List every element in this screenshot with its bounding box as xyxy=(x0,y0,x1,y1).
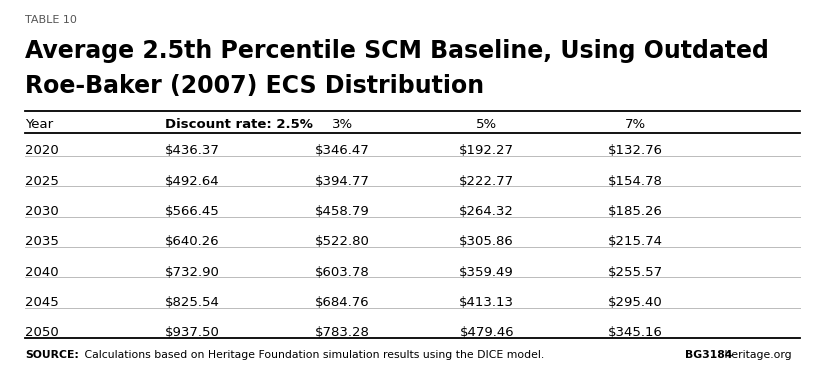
Text: 2040: 2040 xyxy=(25,266,59,279)
Text: $436.37: $436.37 xyxy=(165,144,220,157)
Text: $603.78: $603.78 xyxy=(315,266,370,279)
Text: $185.26: $185.26 xyxy=(608,205,662,218)
Text: Calculations based on Heritage Foundation simulation results using the DICE mode: Calculations based on Heritage Foundatio… xyxy=(81,350,544,360)
Text: $937.50: $937.50 xyxy=(165,326,220,339)
Text: $264.32: $264.32 xyxy=(460,205,514,218)
Text: 7%: 7% xyxy=(625,118,646,131)
Text: TABLE 10: TABLE 10 xyxy=(25,15,77,25)
Text: $154.78: $154.78 xyxy=(608,175,662,188)
Text: $346.47: $346.47 xyxy=(315,144,370,157)
Text: $359.49: $359.49 xyxy=(460,266,514,279)
Text: $305.86: $305.86 xyxy=(460,235,514,248)
Text: SOURCE:: SOURCE: xyxy=(25,350,78,360)
Text: Average 2.5th Percentile SCM Baseline, Using Outdated: Average 2.5th Percentile SCM Baseline, U… xyxy=(25,39,769,63)
Text: Discount rate: 2.5%: Discount rate: 2.5% xyxy=(165,118,313,131)
Text: $255.57: $255.57 xyxy=(608,266,662,279)
Text: $492.64: $492.64 xyxy=(165,175,219,188)
Text: $222.77: $222.77 xyxy=(460,175,514,188)
Text: $215.74: $215.74 xyxy=(608,235,662,248)
Text: 5%: 5% xyxy=(476,118,497,131)
Text: $192.27: $192.27 xyxy=(460,144,514,157)
Text: $132.76: $132.76 xyxy=(608,144,662,157)
Text: $783.28: $783.28 xyxy=(315,326,370,339)
Text: $413.13: $413.13 xyxy=(460,296,514,309)
Text: Year: Year xyxy=(25,118,53,131)
Text: $295.40: $295.40 xyxy=(608,296,662,309)
Text: 2025: 2025 xyxy=(25,175,59,188)
Text: $684.76: $684.76 xyxy=(315,296,370,309)
Text: 2050: 2050 xyxy=(25,326,59,339)
Text: $479.46: $479.46 xyxy=(460,326,514,339)
Text: $825.54: $825.54 xyxy=(165,296,220,309)
Text: $394.77: $394.77 xyxy=(315,175,370,188)
Text: $345.16: $345.16 xyxy=(608,326,662,339)
Text: $640.26: $640.26 xyxy=(165,235,219,248)
Text: 2020: 2020 xyxy=(25,144,59,157)
Text: $458.79: $458.79 xyxy=(315,205,370,218)
Text: 2030: 2030 xyxy=(25,205,59,218)
Text: 3%: 3% xyxy=(332,118,353,131)
Text: $732.90: $732.90 xyxy=(165,266,220,279)
Text: 2035: 2035 xyxy=(25,235,59,248)
Text: BG3184: BG3184 xyxy=(685,350,732,360)
Text: $522.80: $522.80 xyxy=(315,235,370,248)
Text: $566.45: $566.45 xyxy=(165,205,219,218)
Text: 2045: 2045 xyxy=(25,296,59,309)
Text: heritage.org: heritage.org xyxy=(721,350,792,360)
Text: Roe-Baker (2007) ECS Distribution: Roe-Baker (2007) ECS Distribution xyxy=(25,74,484,98)
